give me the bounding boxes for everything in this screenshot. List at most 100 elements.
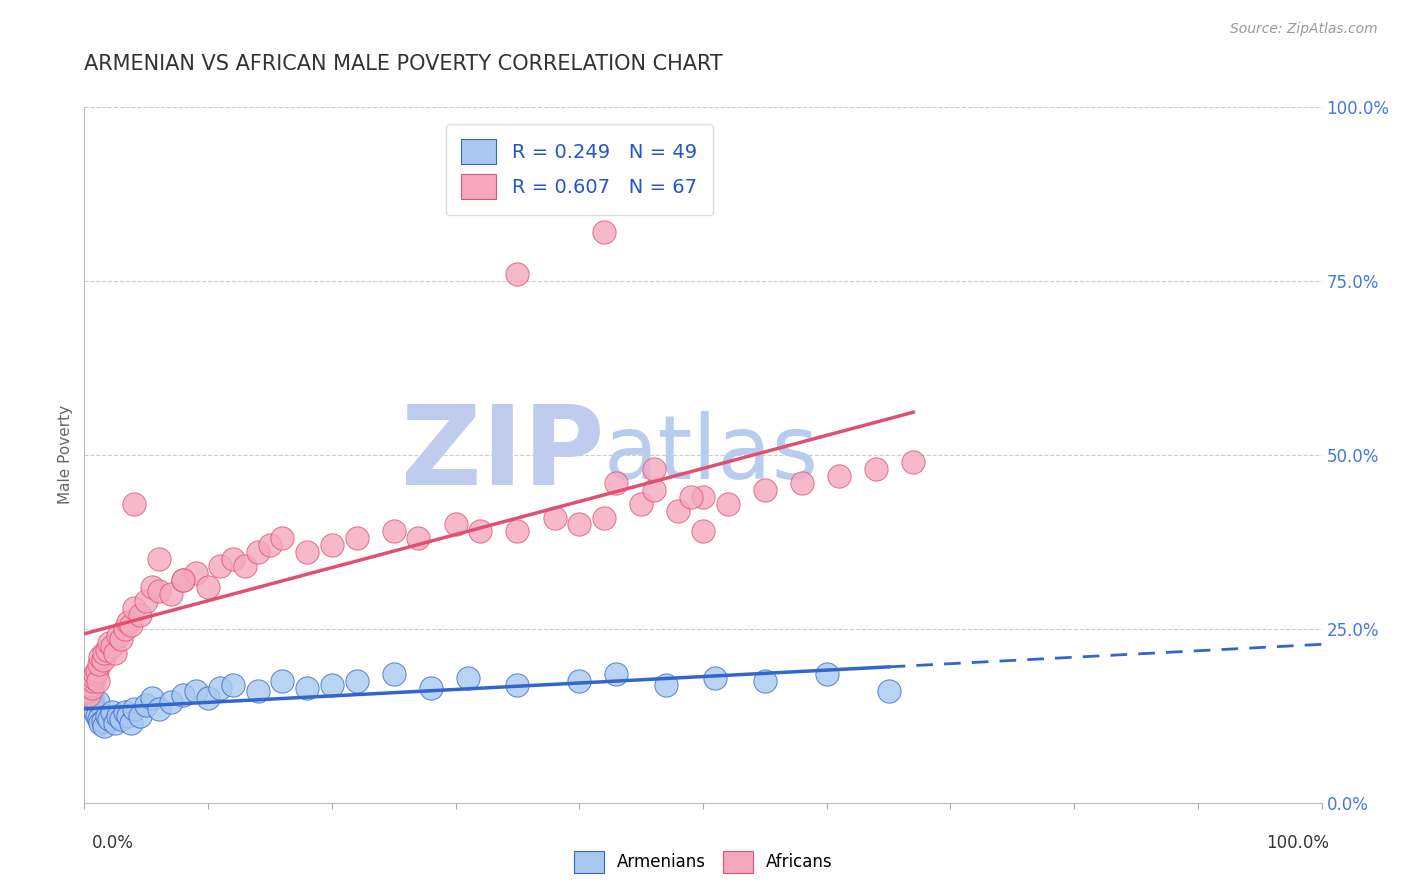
- Point: [148, 583, 170, 598]
- Point: [114, 706, 136, 720]
- Point: [470, 524, 492, 539]
- Point: [222, 677, 245, 691]
- Point: [110, 632, 132, 647]
- Point: [135, 698, 157, 713]
- Point: [104, 715, 127, 730]
- Point: [80, 691, 103, 706]
- Point: [160, 587, 183, 601]
- Point: [107, 629, 129, 643]
- Point: [643, 462, 665, 476]
- Point: [259, 538, 281, 552]
- Point: [84, 667, 107, 681]
- Point: [120, 618, 142, 632]
- Point: [98, 712, 121, 726]
- Point: [679, 490, 702, 504]
- Point: [83, 702, 105, 716]
- Point: [568, 517, 591, 532]
- Point: [89, 712, 111, 726]
- Point: [79, 677, 101, 691]
- Point: [98, 636, 121, 650]
- Point: [104, 646, 127, 660]
- Point: [83, 671, 105, 685]
- Text: Source: ZipAtlas.com: Source: ZipAtlas.com: [1230, 22, 1378, 37]
- Point: [172, 573, 194, 587]
- Point: [877, 684, 900, 698]
- Point: [382, 524, 405, 539]
- Point: [129, 708, 152, 723]
- Text: 100.0%: 100.0%: [1265, 834, 1329, 852]
- Point: [122, 702, 145, 716]
- Point: [79, 688, 101, 702]
- Point: [271, 532, 294, 546]
- Point: [114, 622, 136, 636]
- Point: [87, 695, 110, 709]
- Point: [754, 674, 776, 689]
- Point: [117, 708, 139, 723]
- Point: [129, 607, 152, 622]
- Point: [754, 483, 776, 497]
- Point: [172, 573, 194, 587]
- Point: [77, 688, 100, 702]
- Point: [77, 684, 100, 698]
- Point: [222, 552, 245, 566]
- Point: [96, 708, 118, 723]
- Point: [87, 674, 110, 689]
- Point: [148, 702, 170, 716]
- Point: [321, 538, 343, 552]
- Point: [79, 695, 101, 709]
- Point: [692, 490, 714, 504]
- Point: [141, 580, 163, 594]
- Text: ZIP: ZIP: [401, 401, 605, 508]
- Point: [93, 719, 115, 733]
- Point: [593, 225, 616, 239]
- Point: [107, 708, 129, 723]
- Point: [692, 524, 714, 539]
- Point: [79, 684, 101, 698]
- Point: [93, 646, 115, 660]
- Point: [110, 712, 132, 726]
- Text: 0.0%: 0.0%: [91, 834, 134, 852]
- Point: [135, 594, 157, 608]
- Point: [120, 715, 142, 730]
- Point: [96, 642, 118, 657]
- Point: [89, 715, 111, 730]
- Y-axis label: Male Poverty: Male Poverty: [58, 405, 73, 505]
- Point: [141, 691, 163, 706]
- Point: [655, 677, 678, 691]
- Point: [82, 674, 104, 689]
- Point: [295, 681, 318, 695]
- Point: [246, 684, 269, 698]
- Point: [593, 510, 616, 524]
- Point: [382, 667, 405, 681]
- Text: ARMENIAN VS AFRICAN MALE POVERTY CORRELATION CHART: ARMENIAN VS AFRICAN MALE POVERTY CORRELA…: [84, 54, 723, 73]
- Point: [605, 667, 627, 681]
- Legend: R = 0.249   N = 49, R = 0.607   N = 67: R = 0.249 N = 49, R = 0.607 N = 67: [446, 124, 713, 214]
- Point: [100, 639, 122, 653]
- Point: [184, 684, 207, 698]
- Point: [506, 524, 529, 539]
- Point: [346, 674, 368, 689]
- Point: [666, 503, 689, 517]
- Text: atlas: atlas: [605, 411, 820, 499]
- Point: [122, 497, 145, 511]
- Point: [172, 688, 194, 702]
- Point: [82, 698, 104, 713]
- Point: [160, 695, 183, 709]
- Point: [89, 657, 111, 671]
- Point: [643, 483, 665, 497]
- Point: [86, 708, 108, 723]
- Point: [209, 681, 232, 695]
- Point: [84, 706, 107, 720]
- Legend: Armenians, Africans: Armenians, Africans: [567, 845, 839, 880]
- Point: [86, 664, 108, 678]
- Point: [89, 649, 111, 664]
- Point: [506, 677, 529, 691]
- Point: [80, 681, 103, 695]
- Point: [605, 475, 627, 490]
- Point: [543, 510, 565, 524]
- Point: [815, 667, 838, 681]
- Point: [100, 706, 122, 720]
- Point: [828, 468, 851, 483]
- Point: [91, 653, 114, 667]
- Point: [704, 671, 727, 685]
